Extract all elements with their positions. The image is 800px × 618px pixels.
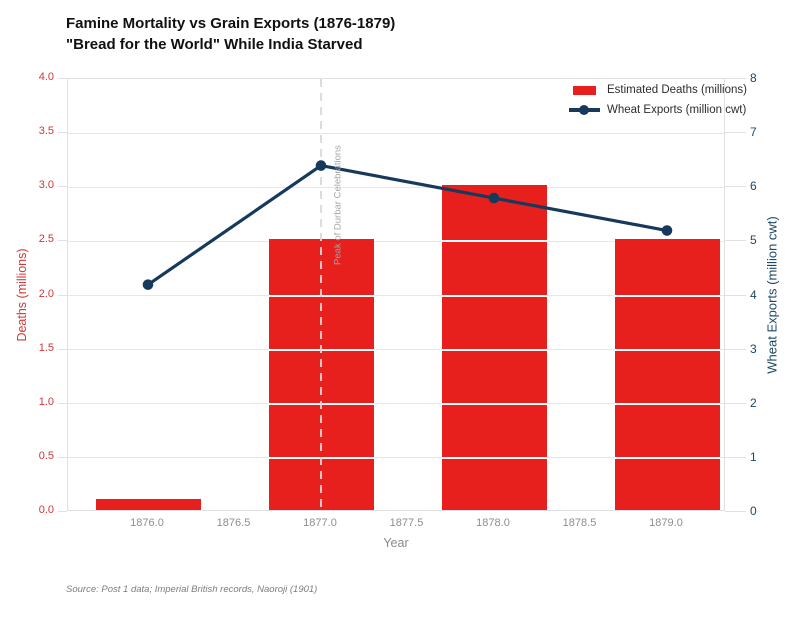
left-tick-mark [58,511,67,512]
chart-title-line2: "Bread for the World" While India Starve… [66,36,363,53]
left-tick-label: 3.0 [38,179,54,192]
wheat-exports-line [147,163,668,286]
bar-1879 [614,239,720,510]
right-tick-label: 6 [750,179,757,194]
gridline [68,186,724,188]
left-tick-mark [58,294,67,296]
left-tick-mark [58,348,67,350]
white-gridline-segment [441,240,547,243]
left-tick-label: 2.5 [38,233,54,246]
gridline [68,240,724,242]
right-tick-label: 2 [750,395,757,410]
white-gridline-segment [614,402,720,405]
x-tick-label: 1878.0 [476,517,510,529]
x-tick-label: 1876.5 [216,517,251,529]
x-tick-label: 1877.5 [389,517,424,529]
wheat-exports-marker-1877 [315,160,327,171]
right-axis-title: Wheat Exports (million cwt) [764,216,780,374]
chart-title: Famine Mortality vs Grain Exports (1876-… [66,13,395,55]
left-tick-label: 1.5 [38,341,54,354]
white-gridline-segment [441,294,547,297]
right-tick-mark [725,78,746,79]
left-axis-title: Deaths (millions) [15,248,29,342]
source-note: Source: Post 1 data; Imperial British re… [66,584,318,595]
left-tick-mark [58,240,67,242]
x-tick-label: 1877.0 [303,517,337,529]
plot-area [67,78,725,512]
left-tick-mark [58,402,67,404]
white-gridline-segment [614,456,720,459]
gridline [68,132,724,134]
right-tick-label: 5 [750,233,757,248]
right-tick-label: 0 [750,504,757,518]
legend: Estimated Deaths (millions) Wheat Export… [566,82,747,122]
white-gridline-segment [614,294,720,297]
x-tick-label: 1878.5 [562,517,597,529]
right-tick-mark [725,186,746,188]
deaths-bar-swatch-icon [572,85,596,95]
left-tick-label: 4.0 [38,71,54,83]
right-tick-label: 8 [750,71,757,85]
chart-title-line1: Famine Mortality vs Grain Exports (1876-… [66,15,396,32]
white-gridline-segment [614,348,720,351]
exports-line-swatch-icon [568,105,600,115]
left-tick-mark [58,132,67,134]
legend-entry-deaths: Estimated Deaths (millions) [566,82,747,98]
left-tick-label: 0.5 [38,449,54,462]
legend-label-exports: Wheat Exports (million cwt) [607,104,747,116]
gridline [68,295,724,296]
legend-label-deaths: Estimated Deaths (millions) [607,84,747,96]
white-gridline-segment [441,456,547,459]
gridline [68,457,724,459]
wheat-exports-marker-1879 [661,225,673,236]
left-tick-label: 3.5 [38,125,54,138]
annotation-durbar: Peak of Durbar Celebrations [332,145,344,265]
left-tick-mark [58,186,67,188]
right-tick-label: 1 [750,449,757,464]
right-tick-mark [725,511,746,512]
right-tick-label: 7 [750,125,757,140]
left-tick-label: 2.0 [38,287,54,300]
right-tick-mark [725,240,746,242]
left-tick-label: 0.0 [38,504,54,516]
white-gridline-segment [441,402,547,405]
gridline [68,403,724,405]
x-axis-title: Year [383,536,409,550]
right-tick-mark [725,294,746,296]
wheat-exports-marker-1878 [488,192,500,204]
bar-1878 [441,185,547,510]
left-tick-mark [58,78,67,79]
left-tick-label: 1.0 [38,395,54,408]
right-tick-mark [725,456,746,458]
right-tick-mark [725,132,746,134]
legend-entry-exports: Wheat Exports (million cwt) [566,102,747,118]
line-trace-svg [142,79,673,512]
bar-1876 [95,499,201,510]
right-tick-mark [725,402,746,404]
right-tick-label: 3 [750,341,757,356]
right-tick-label: 4 [750,287,757,302]
left-tick-mark [58,456,67,458]
right-tick-mark [725,348,746,350]
wheat-exports-marker-1876 [142,279,154,290]
white-gridline-segment [441,348,547,351]
x-tick-label: 1879.0 [649,517,683,529]
x-tick-label: 1876.0 [130,517,164,529]
gridline [68,349,724,351]
